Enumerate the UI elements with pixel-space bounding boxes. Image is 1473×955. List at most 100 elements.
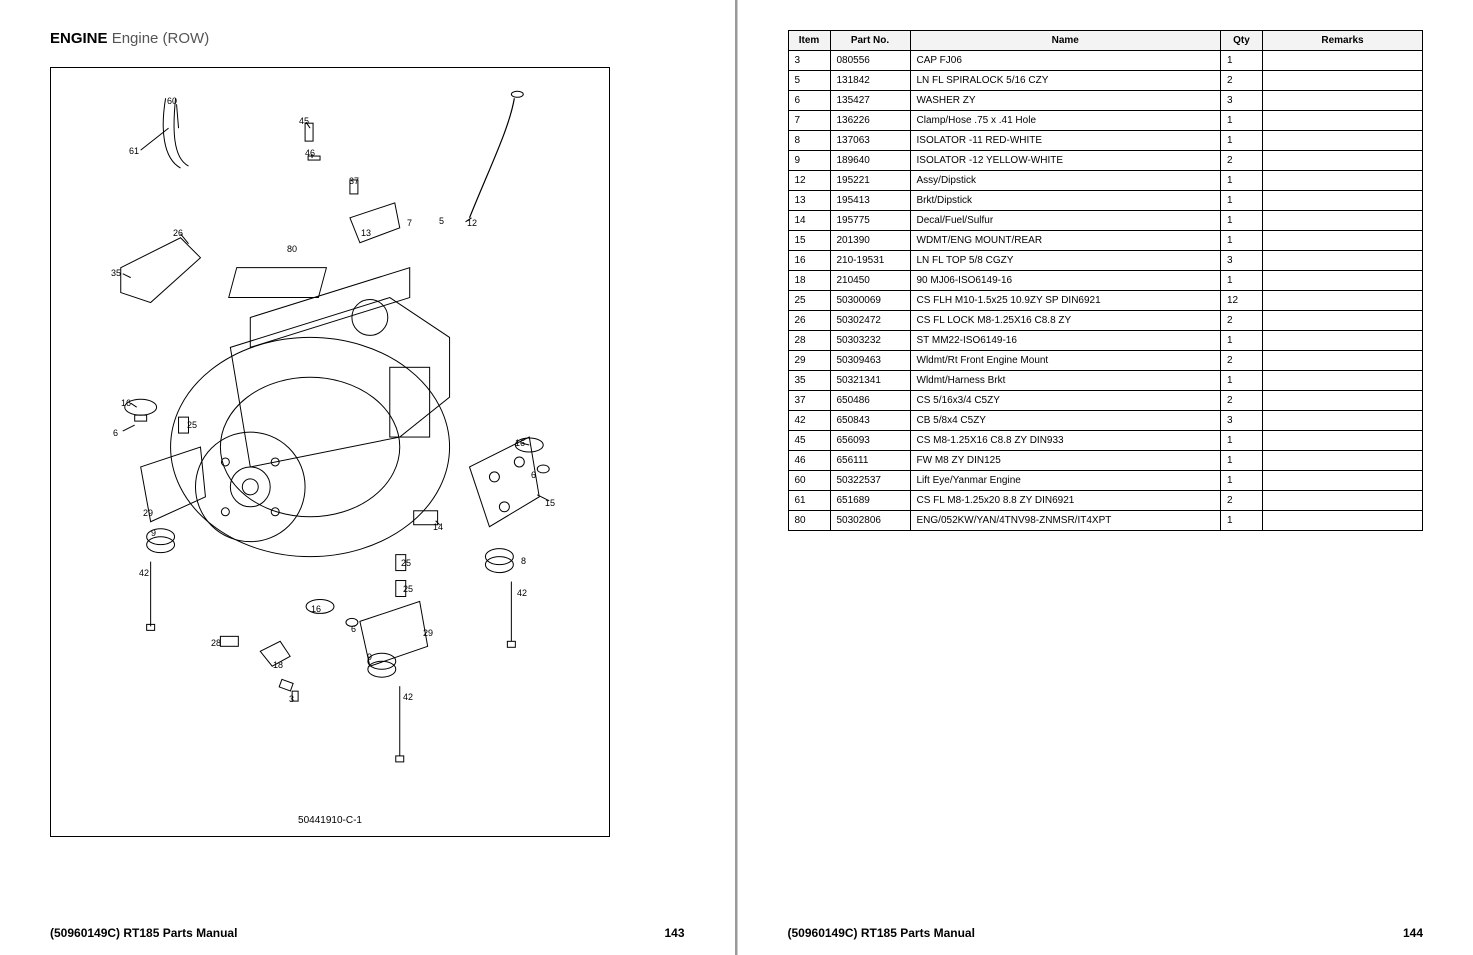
callout-number: 14 bbox=[433, 522, 443, 532]
table-cell: CS FL LOCK M8-1.25X16 C8.8 ZY bbox=[910, 311, 1221, 331]
table-cell: Decal/Fuel/Sulfur bbox=[910, 211, 1221, 231]
callout-number: 16 bbox=[515, 438, 525, 448]
table-row: 45656093CS M8-1.25X16 C8.8 ZY DIN9331 bbox=[788, 431, 1423, 451]
table-row: 15201390WDMT/ENG MOUNT/REAR1 bbox=[788, 231, 1423, 251]
table-cell bbox=[1263, 471, 1423, 491]
table-row: 2950309463Wldmt/Rt Front Engine Mount2 bbox=[788, 351, 1423, 371]
table-cell bbox=[1263, 271, 1423, 291]
callout-number: 8 bbox=[521, 556, 526, 566]
table-cell bbox=[1263, 171, 1423, 191]
callout-number: 16 bbox=[311, 604, 321, 614]
table-cell: 1 bbox=[1221, 331, 1263, 351]
th-qty: Qty bbox=[1221, 31, 1263, 51]
table-cell: 136226 bbox=[830, 111, 910, 131]
table-cell: 1 bbox=[1221, 171, 1263, 191]
callout-number: 28 bbox=[211, 638, 221, 648]
callout-number: 16 bbox=[121, 398, 131, 408]
footer-title-left: (50960149C) RT185 Parts Manual bbox=[50, 926, 237, 940]
page-heading: ENGINE Engine (ROW) bbox=[50, 30, 685, 47]
table-cell: 3 bbox=[1221, 251, 1263, 271]
table-cell bbox=[1263, 431, 1423, 451]
callout-number: 42 bbox=[139, 568, 149, 578]
footer-right: (50960149C) RT185 Parts Manual 144 bbox=[788, 926, 1424, 940]
table-cell: FW M8 ZY DIN125 bbox=[910, 451, 1221, 471]
table-cell: 1 bbox=[1221, 451, 1263, 471]
table-cell: 28 bbox=[788, 331, 830, 351]
table-cell: Lift Eye/Yanmar Engine bbox=[910, 471, 1221, 491]
table-cell: ISOLATOR -12 YELLOW-WHITE bbox=[910, 151, 1221, 171]
table-cell: 3 bbox=[1221, 411, 1263, 431]
callout-number: 9 bbox=[367, 652, 372, 662]
table-cell: 137063 bbox=[830, 131, 910, 151]
table-row: 61651689CS FL M8-1.25x20 8.8 ZY DIN69212 bbox=[788, 491, 1423, 511]
table-cell: 2 bbox=[1221, 71, 1263, 91]
table-cell: 18 bbox=[788, 271, 830, 291]
table-row: 3080556CAP FJ061 bbox=[788, 51, 1423, 71]
table-cell: 6 bbox=[788, 91, 830, 111]
table-cell: 8 bbox=[788, 131, 830, 151]
table-cell: 3 bbox=[1221, 91, 1263, 111]
callout-number: 25 bbox=[403, 584, 413, 594]
table-cell: LN FL TOP 5/8 CGZY bbox=[910, 251, 1221, 271]
th-item: Item bbox=[788, 31, 830, 51]
table-row: 2650302472CS FL LOCK M8-1.25X16 C8.8 ZY2 bbox=[788, 311, 1423, 331]
table-cell: 135427 bbox=[830, 91, 910, 111]
table-cell: 61 bbox=[788, 491, 830, 511]
callout-number: 25 bbox=[401, 558, 411, 568]
table-cell: 195775 bbox=[830, 211, 910, 231]
callout-number: 42 bbox=[403, 692, 413, 702]
table-row: 8137063ISOLATOR -11 RED-WHITE1 bbox=[788, 131, 1423, 151]
parts-header-row: Item Part No. Name Qty Remarks bbox=[788, 31, 1423, 51]
table-cell: 651689 bbox=[830, 491, 910, 511]
table-cell: 1 bbox=[1221, 471, 1263, 491]
table-cell: 12 bbox=[788, 171, 830, 191]
th-name: Name bbox=[910, 31, 1221, 51]
table-cell: 2 bbox=[1221, 151, 1263, 171]
callout-number: 29 bbox=[143, 508, 153, 518]
table-cell: Wldmt/Harness Brkt bbox=[910, 371, 1221, 391]
heading-light: Engine (ROW) bbox=[112, 30, 210, 47]
callout-number: 6 bbox=[531, 470, 536, 480]
table-cell: 50302806 bbox=[830, 511, 910, 531]
table-cell bbox=[1263, 191, 1423, 211]
table-cell: 50303232 bbox=[830, 331, 910, 351]
table-cell: 80 bbox=[788, 511, 830, 531]
table-cell: 2 bbox=[1221, 311, 1263, 331]
callout-number: 6 bbox=[113, 428, 118, 438]
table-cell: Assy/Dipstick bbox=[910, 171, 1221, 191]
callout-number: 7 bbox=[407, 218, 412, 228]
callout-number: 37 bbox=[349, 176, 359, 186]
table-cell bbox=[1263, 231, 1423, 251]
table-cell: 195413 bbox=[830, 191, 910, 211]
table-cell: 650843 bbox=[830, 411, 910, 431]
table-cell: 210-19531 bbox=[830, 251, 910, 271]
table-cell: 5 bbox=[788, 71, 830, 91]
callout-number: 60 bbox=[167, 96, 177, 106]
table-cell: 080556 bbox=[830, 51, 910, 71]
table-cell: 50322537 bbox=[830, 471, 910, 491]
callout-number: 9 bbox=[151, 528, 156, 538]
table-cell bbox=[1263, 111, 1423, 131]
table-cell: 90 MJ06-ISO6149-16 bbox=[910, 271, 1221, 291]
table-cell: CAP FJ06 bbox=[910, 51, 1221, 71]
page-left: ENGINE Engine (ROW) bbox=[0, 0, 737, 955]
callout-number: 3 bbox=[289, 694, 294, 704]
table-cell: 1 bbox=[1221, 371, 1263, 391]
table-cell: CS FLH M10-1.5x25 10.9ZY SP DIN6921 bbox=[910, 291, 1221, 311]
table-cell: 14 bbox=[788, 211, 830, 231]
table-cell: 1 bbox=[1221, 131, 1263, 151]
callout-number: 46 bbox=[305, 148, 315, 158]
table-cell: Wldmt/Rt Front Engine Mount bbox=[910, 351, 1221, 371]
table-cell: 50309463 bbox=[830, 351, 910, 371]
table-row: 42650843CB 5/8x4 C5ZY3 bbox=[788, 411, 1423, 431]
table-cell bbox=[1263, 351, 1423, 371]
table-cell: 45 bbox=[788, 431, 830, 451]
table-cell: 37 bbox=[788, 391, 830, 411]
table-cell: 26 bbox=[788, 311, 830, 331]
table-cell: 650486 bbox=[830, 391, 910, 411]
table-cell: 42 bbox=[788, 411, 830, 431]
table-cell: 210450 bbox=[830, 271, 910, 291]
callout-number: 80 bbox=[287, 244, 297, 254]
table-row: 37650486CS 5/16x3/4 C5ZY2 bbox=[788, 391, 1423, 411]
parts-table: Item Part No. Name Qty Remarks 3080556CA… bbox=[788, 30, 1424, 531]
